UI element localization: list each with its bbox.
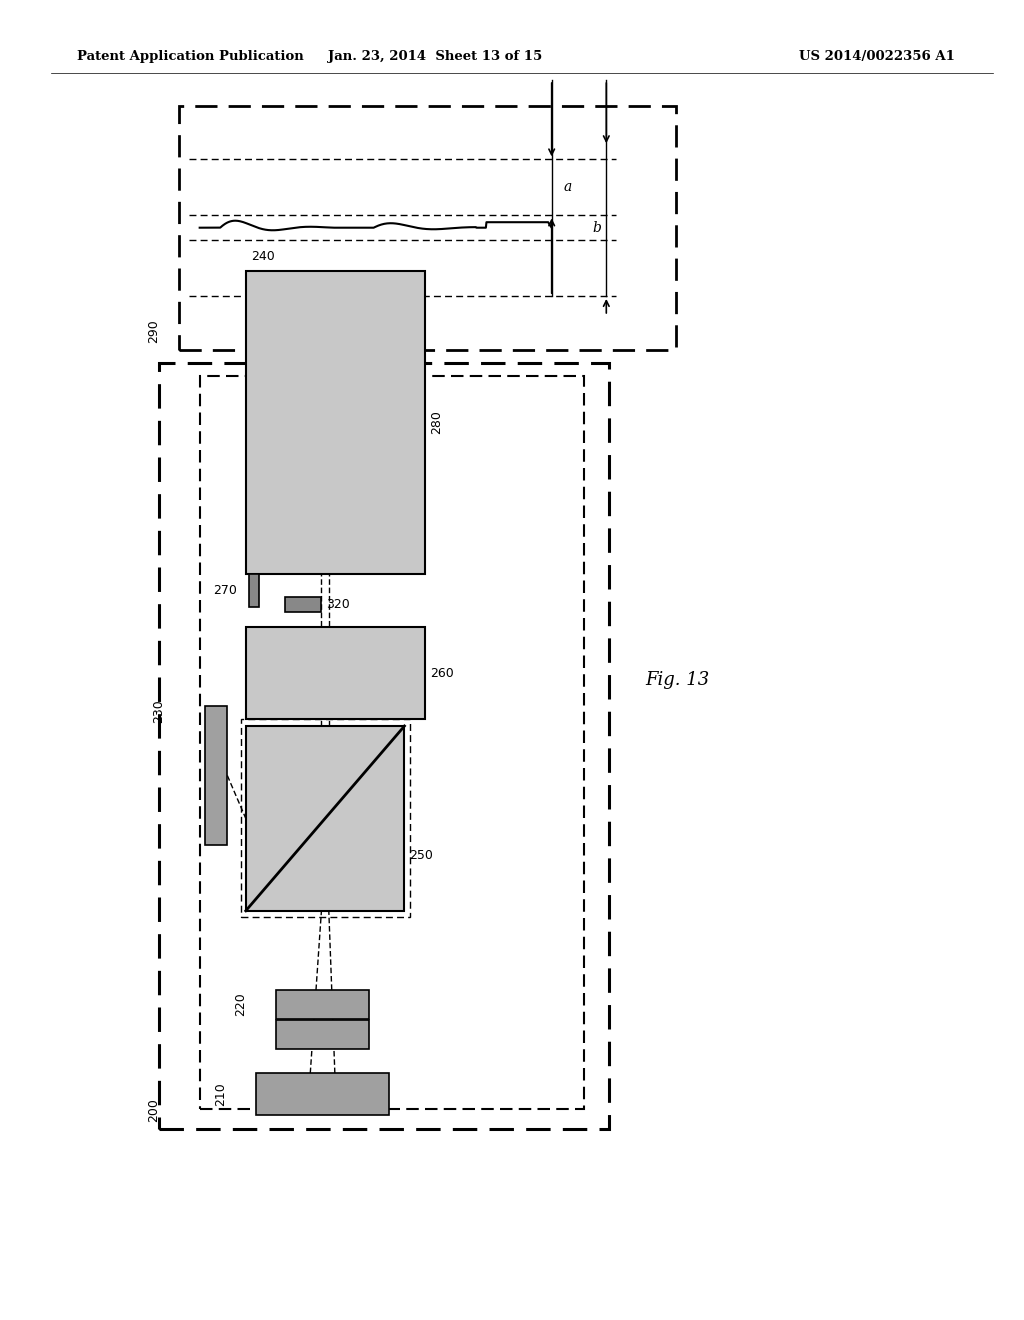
Bar	[246, 627, 425, 719]
Text: 230: 230	[153, 700, 165, 723]
Text: Jan. 23, 2014  Sheet 13 of 15: Jan. 23, 2014 Sheet 13 of 15	[328, 50, 543, 63]
Text: b: b	[593, 220, 601, 235]
Text: Fig. 13: Fig. 13	[645, 671, 710, 689]
Text: 260: 260	[430, 667, 454, 680]
Bar	[276, 1020, 369, 1049]
Bar	[205, 706, 227, 845]
Bar	[241, 719, 410, 917]
Bar	[249, 574, 259, 607]
Text: 240: 240	[251, 249, 274, 263]
Text: US 2014/0022356 A1: US 2014/0022356 A1	[799, 50, 954, 63]
Text: 290: 290	[147, 319, 160, 343]
Text: 320: 320	[326, 598, 349, 611]
Bar	[256, 1073, 389, 1115]
Text: 200: 200	[147, 1098, 160, 1122]
Text: 250: 250	[410, 849, 433, 862]
Bar	[276, 990, 369, 1019]
Text: 270: 270	[213, 585, 237, 597]
Bar	[200, 376, 584, 1109]
Bar	[246, 726, 404, 911]
Bar	[246, 271, 425, 574]
Bar	[159, 363, 609, 1129]
Text: 210: 210	[214, 1082, 226, 1106]
Text: Patent Application Publication: Patent Application Publication	[77, 50, 303, 63]
Text: a: a	[564, 181, 572, 194]
Text: 220: 220	[234, 993, 247, 1016]
Bar	[179, 106, 676, 350]
Bar	[285, 597, 321, 612]
Text: 280: 280	[430, 411, 443, 434]
